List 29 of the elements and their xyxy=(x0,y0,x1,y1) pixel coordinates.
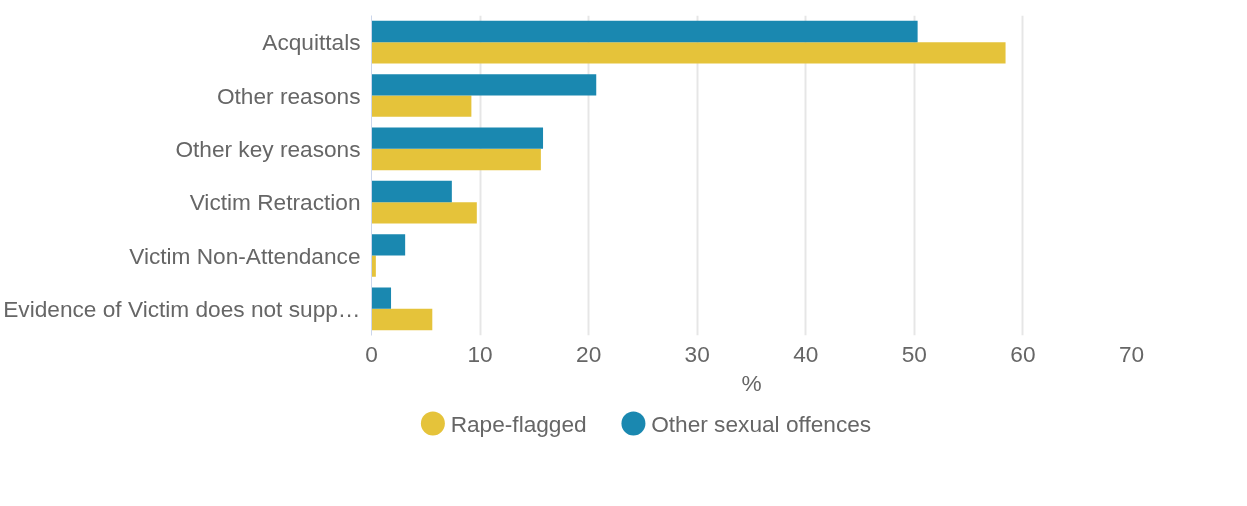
legend-label: Other sexual offences xyxy=(651,410,872,437)
y-tick-label: Other reasons xyxy=(216,82,361,109)
y-tick-label: Victim Non-Attendance xyxy=(129,242,361,269)
bar xyxy=(371,308,433,331)
bar xyxy=(371,255,376,277)
x-tick-label: 30 xyxy=(684,340,710,367)
x-tick-label: 60 xyxy=(1010,340,1036,367)
y-tick-label: Other key reasons xyxy=(175,135,361,162)
x-tick-label: 10 xyxy=(467,340,493,367)
x-tick-label: 20 xyxy=(576,340,602,367)
bar xyxy=(371,180,452,203)
x-tick-label: 50 xyxy=(901,340,927,367)
bar xyxy=(371,234,406,256)
y-tick-label: Acquittals xyxy=(262,29,361,56)
bar xyxy=(371,95,472,117)
legend-label: Rape-flagged xyxy=(450,410,587,437)
x-tick-label: 0 xyxy=(365,340,378,367)
bar xyxy=(371,148,541,171)
bar xyxy=(371,287,392,309)
bar xyxy=(371,74,597,96)
bar xyxy=(371,127,544,149)
bar xyxy=(371,20,918,43)
x-tick-label: 70 xyxy=(1118,340,1145,367)
bar xyxy=(371,42,1006,64)
y-tick-label: Victim Retraction xyxy=(189,189,361,216)
bar xyxy=(371,202,477,224)
x-tick-label: 40 xyxy=(793,340,819,367)
x-axis-title: % xyxy=(741,369,762,396)
y-tick-label: Evidence of Victim does not supp… xyxy=(3,295,361,322)
